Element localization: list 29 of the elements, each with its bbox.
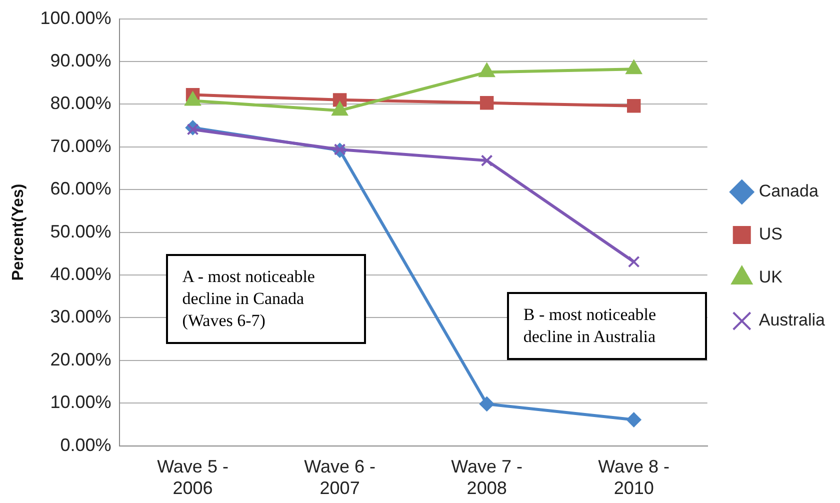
legend-label: Canada xyxy=(758,182,819,201)
x-tick-label: Wave 5 - 2006 xyxy=(157,456,228,498)
x-tick-label: Wave 7 - 2008 xyxy=(451,456,522,498)
callout-box: A - most noticeable decline in Canada (Waves 6-7) xyxy=(166,254,366,344)
y-axis-title: Percent(Yes) xyxy=(10,184,28,281)
point xyxy=(626,99,641,113)
point xyxy=(186,123,199,136)
point xyxy=(480,154,493,167)
y-tick-label: 30.00% xyxy=(50,306,112,327)
x-tick-label: Wave 8 - 2010 xyxy=(598,456,670,498)
point xyxy=(628,256,640,268)
y-tick-label: 20.00% xyxy=(50,349,112,370)
legend-label: UK xyxy=(758,268,784,287)
y-tick-label: 10.00% xyxy=(50,392,112,412)
legend-label: US xyxy=(758,224,782,244)
y-tick-label: 70.00% xyxy=(50,136,112,156)
y-tick-label: 50.00% xyxy=(50,221,112,242)
y-tick-label: 40.00% xyxy=(50,264,112,284)
callout-box: B - most noticeable decline in Australia xyxy=(507,292,708,360)
x-tick-label: Wave 6 - 2007 xyxy=(304,456,376,498)
y-tick-label: 0.00% xyxy=(60,434,112,455)
y-tick-label: 90.00% xyxy=(50,50,112,70)
point xyxy=(479,396,494,412)
point xyxy=(480,96,494,110)
legend-label: Australia xyxy=(758,310,826,330)
y-tick-label: 100.00% xyxy=(40,8,112,28)
point xyxy=(626,412,642,428)
y-tick-label: 60.00% xyxy=(50,178,112,199)
y-tick-label: 80.00% xyxy=(50,93,112,114)
